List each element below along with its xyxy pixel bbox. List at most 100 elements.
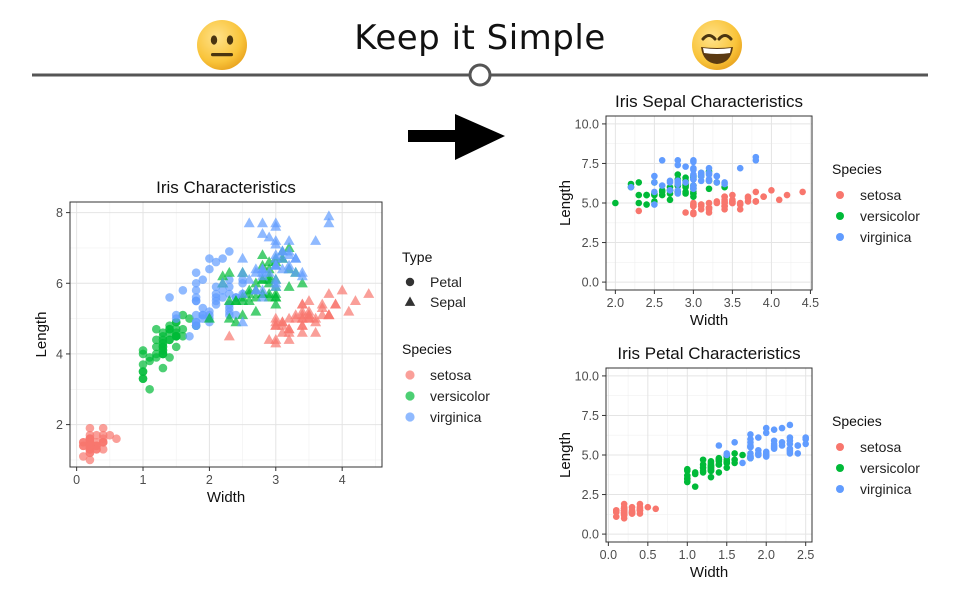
x-tick-label: 4 (339, 473, 346, 487)
legend-key-setosa (405, 370, 415, 380)
y-tick-label: 2.5 (582, 488, 599, 502)
y-tick-label: 6 (56, 277, 63, 291)
point-setosa-petal (98, 437, 108, 447)
legend-label-versicolor: versicolor (860, 208, 920, 224)
point-versicolor-petal (138, 367, 148, 376)
point-virginica-sepal (270, 252, 282, 263)
point-virginica-petal (225, 282, 234, 292)
point-versicolor (705, 185, 713, 193)
iris-petal-chart: 0.0 0.5 1.0 1.5 2.0 2.5 0.0 2.5 5.0 7.5 10.0 Iris P… (557, 344, 920, 581)
point-setosa (752, 188, 760, 196)
point-setosa (636, 507, 644, 514)
legend-label-petal: Petal (430, 274, 462, 290)
point-virginica-sepal (270, 281, 282, 291)
point-setosa-petal (92, 430, 101, 440)
legend-title-species: Species (402, 341, 452, 357)
point-versicolor (731, 459, 738, 467)
point-setosa-petal (85, 423, 95, 433)
legend-key-versicolor (836, 464, 844, 472)
point-setosa (705, 206, 713, 213)
point-setosa-sepal (276, 316, 288, 327)
point-versicolor (707, 465, 715, 473)
point-virginica-sepal (270, 217, 282, 228)
point-versicolor-petal (138, 360, 148, 369)
point-setosa-sepal (363, 288, 375, 298)
point-versicolor-petal (171, 331, 181, 341)
point-setosa-petal (78, 441, 88, 451)
point-setosa-sepal (310, 316, 322, 327)
point-versicolor-sepal (217, 270, 229, 281)
iris-sepal-chart: 2.0 2.5 3.0 3.5 4.0 4.5 0.0 2.5 5.0 7.5 10.0 Iris S… (557, 92, 920, 329)
point-virginica-petal (218, 254, 227, 263)
point-virginica (651, 188, 658, 196)
x-tick-label: 2.0 (607, 296, 624, 310)
point-virginica-petal (238, 275, 247, 285)
point-setosa (729, 191, 736, 199)
point-virginica-sepal (276, 245, 288, 256)
point-setosa-sepal (303, 312, 315, 323)
legend-label-versicolor: versicolor (860, 460, 920, 476)
point-versicolor (683, 465, 691, 473)
header-title: Keep it Simple (354, 18, 606, 58)
point-virginica-petal (178, 286, 188, 295)
legend-key-petal (405, 277, 415, 287)
legend-label-versicolor: versicolor (430, 388, 490, 404)
point-setosa-sepal (283, 334, 295, 344)
point-virginica-sepal (283, 235, 295, 245)
point-versicolor-sepal (243, 295, 255, 305)
point-versicolor-sepal (296, 277, 308, 288)
y-tick-label: 5.0 (582, 197, 599, 211)
point-virginica (674, 179, 682, 186)
point-virginica-sepal (270, 235, 282, 245)
point-setosa (760, 193, 767, 200)
timeline-marker (468, 63, 492, 87)
point-setosa-sepal (323, 288, 335, 298)
y-axis-label: Length (557, 432, 574, 478)
point-versicolor-petal (171, 342, 181, 352)
point-virginica-sepal (323, 217, 335, 228)
y-tick-label: 2 (56, 418, 63, 432)
point-setosa-sepal (336, 284, 348, 295)
point-setosa (620, 508, 628, 516)
point-versicolor-sepal (257, 249, 269, 260)
point-setosa-sepal (296, 309, 308, 320)
point-virginica-sepal (323, 210, 335, 221)
point-versicolor (612, 199, 619, 207)
point-versicolor (666, 196, 674, 204)
point-virginica (690, 156, 697, 164)
point-virginica-sepal (270, 259, 282, 270)
point-virginica (697, 169, 705, 177)
point-versicolor-petal (178, 310, 188, 320)
point-virginica (705, 177, 713, 185)
point-setosa (628, 508, 636, 516)
point-setosa (697, 201, 705, 208)
x-tick-label: 2 (206, 473, 213, 487)
point-virginica-petal (185, 331, 194, 341)
point-virginica-petal (191, 278, 201, 288)
point-versicolor (723, 464, 731, 471)
x-tick-label: 0.0 (600, 548, 617, 562)
legend-key-setosa (836, 443, 844, 451)
point-setosa (729, 199, 736, 207)
point-virginica (755, 434, 762, 441)
point-virginica-petal (211, 300, 221, 309)
legend-title-species: Species (832, 413, 882, 429)
point-virginica (674, 161, 682, 169)
legend-label-setosa: setosa (860, 187, 901, 203)
point-virginica (721, 180, 728, 188)
legend-label-virginica: virginica (430, 409, 482, 425)
point-setosa-sepal (270, 312, 282, 323)
point-versicolor-petal (165, 353, 174, 362)
y-tick-label: 2.5 (582, 236, 599, 250)
point-virginica (786, 445, 794, 452)
legend-key-versicolor (836, 212, 844, 220)
point-versicolor (699, 456, 707, 464)
point-setosa (612, 513, 620, 520)
point-virginica (778, 424, 786, 432)
point-virginica (802, 440, 809, 448)
x-tick-label: 3.5 (724, 296, 741, 310)
point-virginica (651, 201, 658, 208)
x-axis-label: Width (690, 312, 728, 329)
point-virginica-petal (205, 307, 214, 316)
point-setosa (752, 198, 760, 205)
